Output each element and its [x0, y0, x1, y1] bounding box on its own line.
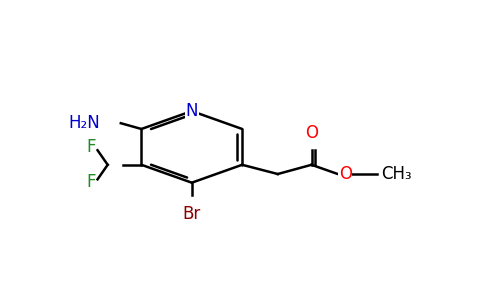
Text: O: O: [339, 165, 352, 183]
Text: F: F: [86, 139, 95, 157]
Text: O: O: [305, 124, 318, 142]
Text: Br: Br: [182, 205, 201, 223]
Text: N: N: [185, 102, 198, 120]
Text: CH₃: CH₃: [381, 165, 411, 183]
Text: H₂N: H₂N: [68, 114, 100, 132]
Text: F: F: [86, 173, 95, 191]
